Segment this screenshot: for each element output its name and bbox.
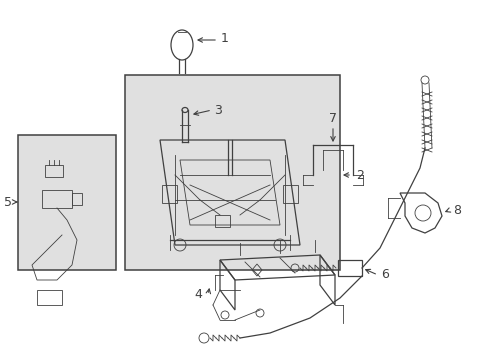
Bar xyxy=(45,165,63,177)
Bar xyxy=(72,193,82,205)
Bar xyxy=(125,75,339,270)
Bar xyxy=(162,185,177,203)
Text: 6: 6 xyxy=(380,269,388,282)
Bar xyxy=(42,190,72,208)
Text: 2: 2 xyxy=(355,168,363,181)
Text: 5: 5 xyxy=(4,195,12,208)
Bar xyxy=(37,290,62,305)
Text: 3: 3 xyxy=(214,104,222,117)
Text: 8: 8 xyxy=(452,203,460,216)
Text: 1: 1 xyxy=(221,32,228,45)
Bar xyxy=(337,260,361,276)
Bar xyxy=(215,215,229,227)
Bar xyxy=(283,185,297,203)
Text: 4: 4 xyxy=(194,288,202,302)
Bar xyxy=(18,135,116,270)
Text: 7: 7 xyxy=(328,112,336,125)
